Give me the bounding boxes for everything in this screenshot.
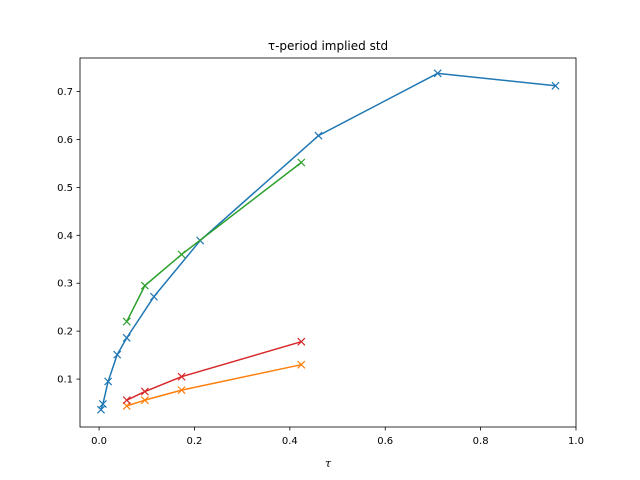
- y-tick-label: 0.5: [57, 183, 73, 194]
- data-point-marker: [177, 372, 186, 381]
- data-point-marker: [551, 81, 560, 90]
- data-point-marker: [122, 317, 131, 326]
- x-tick-label: 0.6: [377, 436, 393, 447]
- data-point-marker: [297, 360, 306, 369]
- x-tick-label: 0.8: [473, 436, 489, 447]
- data-point-marker: [104, 377, 113, 386]
- data-point-marker: [113, 350, 122, 359]
- data-point-marker: [177, 250, 186, 259]
- data-point-marker: [122, 333, 131, 342]
- x-tick-label: 1.0: [568, 436, 584, 447]
- x-axis-label: τ: [325, 457, 332, 470]
- x-tick-label: 0.2: [187, 436, 203, 447]
- y-tick-label: 0.4: [57, 231, 73, 242]
- series-layer: [96, 69, 560, 414]
- series-1: [96, 69, 560, 414]
- data-point-marker: [140, 387, 149, 396]
- data-point-marker: [149, 292, 158, 301]
- series-line: [126, 161, 302, 322]
- chart-title: τ-period implied std: [268, 39, 388, 53]
- data-point-marker: [297, 337, 306, 346]
- data-point-marker: [297, 158, 306, 167]
- y-tick-label: 0.3: [57, 279, 73, 290]
- data-point-marker: [122, 401, 131, 410]
- data-point-marker: [122, 396, 131, 405]
- series-line: [100, 72, 556, 410]
- series-4: [122, 337, 306, 405]
- y-tick-label: 0.1: [57, 375, 73, 386]
- y-axis-ticks: 0.1 0.2 0.3 0.4 0.5 0.6 0.7: [57, 87, 80, 386]
- x-tick-label: 0.0: [91, 436, 107, 447]
- data-point-marker: [98, 399, 107, 409]
- data-point-marker: [140, 396, 149, 405]
- data-point-marker: [140, 281, 149, 290]
- x-axis-ticks: 0.0 0.2 0.4 0.6 0.8 1.0: [91, 427, 584, 447]
- data-point-marker: [177, 386, 186, 395]
- data-point-marker: [314, 131, 323, 140]
- y-tick-label: 0.6: [57, 135, 73, 146]
- series-3: [122, 158, 306, 326]
- y-tick-label: 0.7: [57, 87, 73, 98]
- data-point-marker: [96, 405, 106, 414]
- plot-frame: [79, 57, 577, 428]
- data-point-marker: [433, 69, 442, 78]
- series-line: [126, 363, 302, 407]
- series-line: [126, 340, 302, 401]
- x-tick-label: 0.4: [282, 436, 298, 447]
- y-tick-label: 0.2: [57, 327, 73, 338]
- series-2: [122, 360, 306, 410]
- plot-background: [80, 58, 576, 427]
